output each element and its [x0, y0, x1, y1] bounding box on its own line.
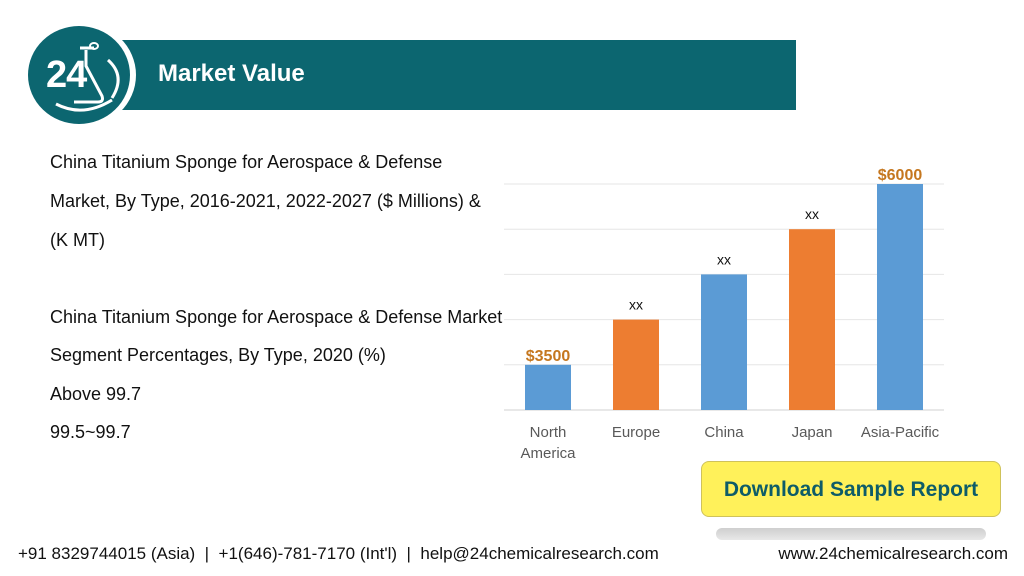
button-shadow — [716, 528, 986, 540]
footer-website-link[interactable]: www.24chemicalresearch.com — [778, 544, 1008, 563]
x-tick-label: China — [704, 424, 744, 441]
bar-japan — [789, 229, 835, 410]
page-title: Market Value — [158, 60, 305, 87]
download-sample-report-button[interactable]: Download Sample Report — [701, 461, 1001, 517]
x-tick-label: Asia-Pacific — [861, 424, 940, 441]
flask-icon — [55, 42, 120, 112]
market-value-chart: $3500 North America xx Europe xx China xx Japan $… — [500, 150, 960, 470]
bar-china — [701, 274, 747, 410]
description-line-3: (K MT) — [50, 230, 105, 250]
header-banner: Market Value — [98, 40, 796, 110]
company-logo: 24 — [28, 26, 130, 124]
x-tick-label: North — [530, 424, 567, 441]
data-label: xx — [629, 297, 643, 313]
bar-europe — [613, 319, 659, 410]
footer-contact: +91 8329744015 (Asia) | +1(646)-781-7170… — [18, 544, 659, 563]
x-tick-label: Europe — [612, 424, 660, 441]
data-label: xx — [805, 206, 819, 222]
data-label: xx — [717, 251, 731, 267]
data-label: $3500 — [526, 348, 571, 365]
description-line-1: China Titanium Sponge for Aerospace & De… — [50, 152, 443, 172]
description-line-5: Segment Percentages, By Type, 2020 (%) — [50, 345, 386, 365]
data-label: $6000 — [878, 167, 923, 184]
description-line-4: China Titanium Sponge for Aerospace & De… — [50, 307, 503, 327]
x-tick-label: America — [520, 445, 576, 462]
segment-99-5-99-7: 99.5~99.7 — [50, 422, 131, 442]
logo-text: 24 — [46, 54, 87, 96]
segment-above-99-7: Above 99.7 — [50, 384, 142, 404]
bar-asia-pacific — [877, 184, 923, 410]
bar-north-america — [525, 364, 571, 410]
bar-chart-svg: $3500 North America xx Europe xx China xx Japan $… — [504, 167, 944, 462]
description-line-2: Market, By Type, 2016-2021, 2022-2027 ($… — [50, 191, 481, 211]
x-tick-label: Japan — [792, 424, 833, 441]
